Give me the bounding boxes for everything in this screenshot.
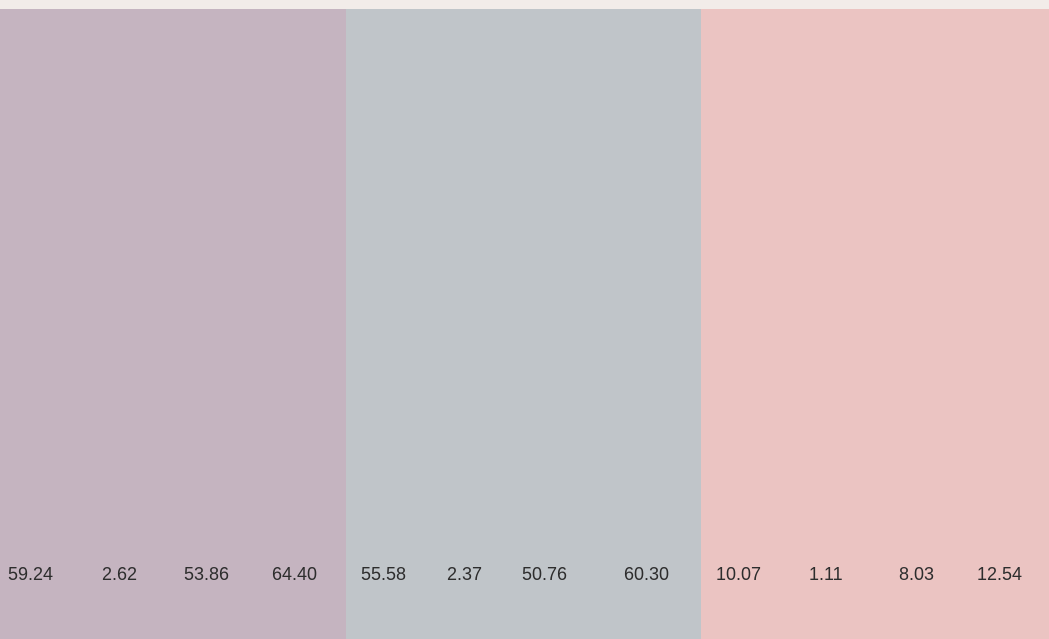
panel-2-value-3: 50.76 xyxy=(522,564,568,584)
top-strip xyxy=(0,0,1049,9)
panel-1-value-1: 59.24 xyxy=(8,564,54,584)
panel-3-value-3: 8.03 xyxy=(899,564,935,584)
panel-1-value-2: 2.62 xyxy=(102,564,138,584)
panel-2-value-1: 55.58 xyxy=(361,564,407,584)
panel-1-value-3: 53.86 xyxy=(184,564,230,584)
panel-3: 10.07 1.11 8.03 12.54 xyxy=(701,9,1049,639)
panel-2: 55.58 2.37 50.76 60.30 xyxy=(346,9,701,639)
panel-3-value-1: 10.07 xyxy=(716,564,762,584)
panel-3-value-2: 1.11 xyxy=(809,564,843,584)
panel-1: 59.24 2.62 53.86 64.40 xyxy=(0,9,346,639)
panel-2-value-4: 60.30 xyxy=(624,564,670,584)
panel-2-value-2: 2.37 xyxy=(447,564,483,584)
panel-3-value-4: 12.54 xyxy=(977,564,1023,584)
panel-1-value-4: 64.40 xyxy=(272,564,318,584)
